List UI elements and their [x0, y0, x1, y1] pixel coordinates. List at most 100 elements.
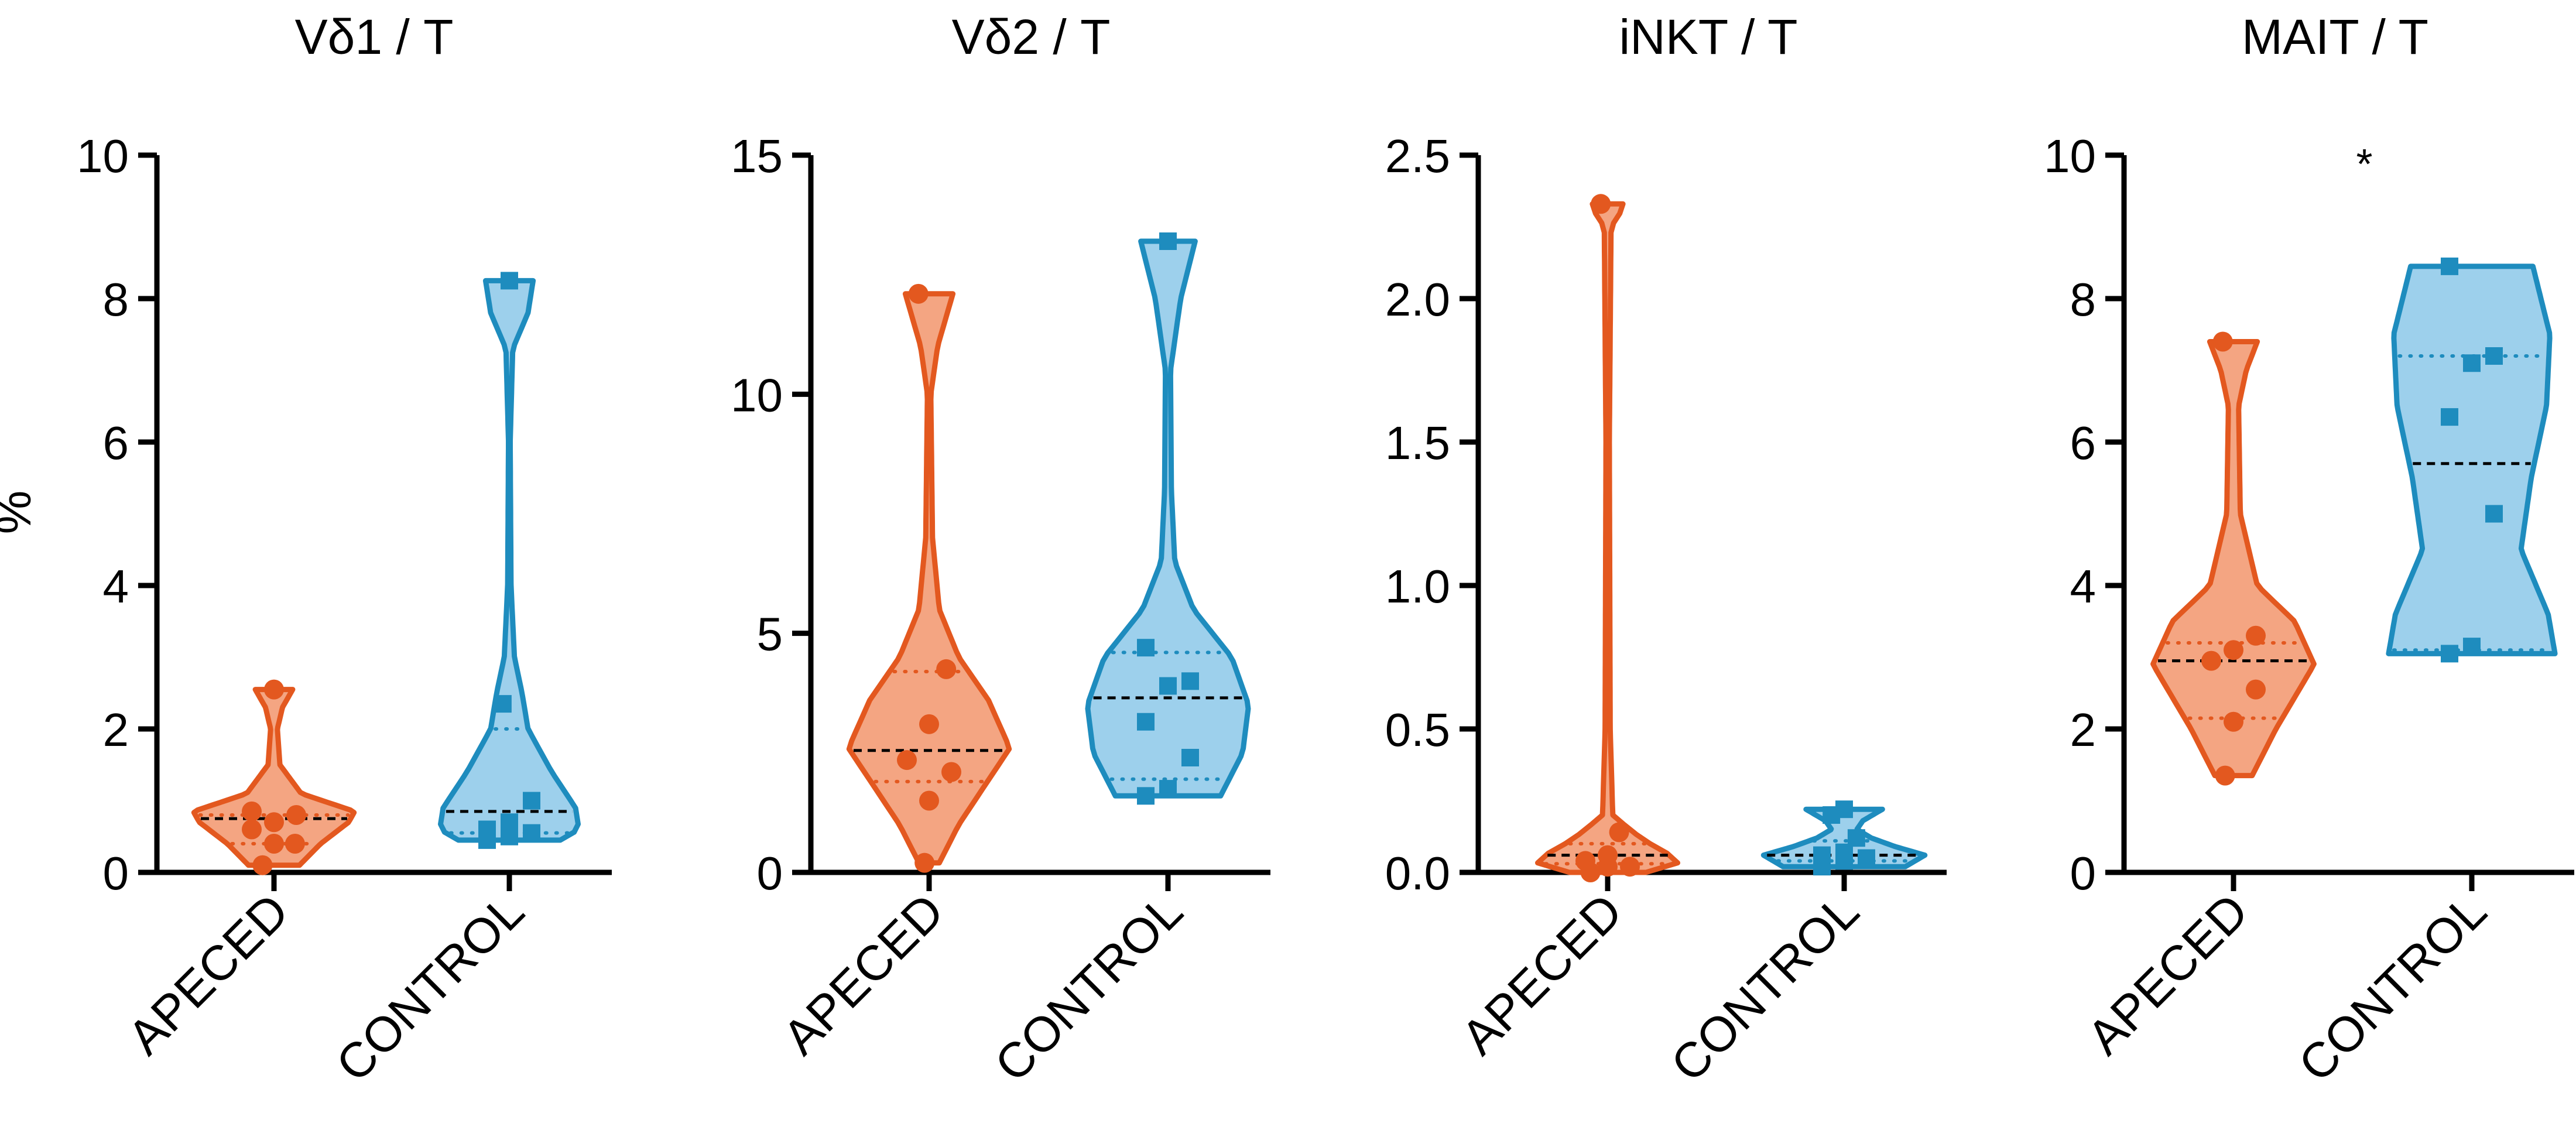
- data-point: [941, 762, 961, 782]
- violin-apeced: [2150, 331, 2317, 786]
- y-tick-label: 0: [757, 847, 783, 899]
- data-point: [2485, 347, 2503, 365]
- data-point: [897, 750, 917, 771]
- chart-panel-1: Vδ1 / T 0 2 4 6 8 10 APECED CONTROL: [77, 9, 612, 1092]
- data-point: [286, 805, 306, 825]
- y-tick-label: 5: [757, 608, 783, 660]
- y-tick-label: 2.0: [1385, 273, 1450, 326]
- x-tick-label: APECED: [2077, 883, 2259, 1065]
- data-point: [1137, 713, 1155, 731]
- data-point: [1137, 639, 1155, 657]
- violin-shape: [1760, 806, 1928, 869]
- x-tick-label: CONTROL: [326, 883, 535, 1092]
- data-point: [919, 790, 939, 811]
- data-point: [1835, 800, 1853, 819]
- data-point: [936, 659, 957, 679]
- panel-title: Vδ1 / T: [295, 9, 454, 64]
- data-point: [1813, 846, 1831, 864]
- data-point: [1858, 849, 1875, 867]
- data-point: [242, 819, 262, 840]
- violin-control: [438, 272, 581, 849]
- x-tick-label: CONTROL: [2288, 883, 2497, 1092]
- y-tick-label: 2: [2070, 704, 2097, 756]
- data-point: [1159, 780, 1177, 798]
- data-point: [1181, 672, 1199, 690]
- y-tick-label: 0: [2070, 847, 2097, 899]
- data-point: [2463, 354, 2481, 372]
- y-tick-label: 4: [103, 560, 129, 612]
- data-point: [1620, 857, 1640, 877]
- data-point: [523, 792, 540, 810]
- data-point: [494, 695, 512, 713]
- data-point: [501, 272, 518, 290]
- data-point: [285, 834, 305, 854]
- y-tick-label: 8: [103, 273, 129, 326]
- violin-shape: [846, 291, 1012, 866]
- chart-panel-3: iNKT / T 0.0 0.5 1.0 1.5 2.0 2.5 APECED CONTROL: [1385, 9, 1947, 1092]
- data-point: [1137, 787, 1155, 805]
- data-point: [2246, 625, 2266, 646]
- data-point: [2441, 645, 2458, 663]
- violin-control: [2386, 257, 2558, 663]
- y-tick-label: 0.0: [1385, 847, 1450, 899]
- violin-apeced: [191, 679, 357, 875]
- y-tick-label: 1.0: [1385, 560, 1450, 612]
- panel-title: Vδ2 / T: [952, 9, 1111, 64]
- significance-marker: *: [2356, 141, 2372, 188]
- data-point: [1159, 677, 1177, 695]
- data-point: [252, 855, 273, 875]
- data-point: [1598, 845, 1618, 865]
- y-tick-label: 8: [2070, 273, 2097, 326]
- data-point: [1847, 829, 1865, 847]
- violin-control: [1760, 800, 1928, 876]
- violin-apeced: [846, 283, 1012, 873]
- violin-control: [1085, 232, 1251, 805]
- x-tick-label: APECED: [772, 883, 954, 1065]
- panel-title: iNKT / T: [1619, 9, 1798, 64]
- data-point: [919, 714, 939, 734]
- data-point: [914, 852, 935, 873]
- y-tick-label: 10: [2044, 130, 2096, 182]
- violin-apeced: [1535, 194, 1680, 882]
- y-axis-unit-label: %: [0, 491, 41, 535]
- data-point: [908, 283, 929, 304]
- y-tick-label: 15: [731, 130, 783, 182]
- x-tick-label: CONTROL: [1660, 883, 1869, 1092]
- x-tick-label: CONTROL: [984, 883, 1193, 1092]
- data-point: [1591, 194, 1611, 214]
- y-tick-label: 0.5: [1385, 704, 1450, 756]
- y-tick-label: 2.5: [1385, 130, 1450, 182]
- panel-title: MAIT / T: [2242, 9, 2428, 64]
- y-tick-label: 1.5: [1385, 417, 1450, 469]
- data-point: [1159, 232, 1177, 250]
- violin-shape: [438, 278, 581, 843]
- x-tick-label: APECED: [1451, 883, 1633, 1065]
- y-tick-label: 6: [2070, 417, 2097, 469]
- data-point: [501, 813, 518, 831]
- data-point: [2224, 711, 2243, 732]
- y-tick-label: 10: [731, 369, 783, 421]
- data-point: [264, 812, 284, 833]
- violin-shape: [2150, 339, 2317, 779]
- data-point: [2485, 505, 2503, 523]
- data-point: [1609, 822, 1629, 843]
- x-tick-label: APECED: [117, 883, 299, 1065]
- data-point: [1181, 749, 1199, 766]
- violin-shape: [2386, 263, 2558, 656]
- data-point: [478, 820, 496, 838]
- data-point: [2246, 679, 2266, 700]
- y-tick-label: 10: [77, 130, 129, 182]
- data-point: [2441, 257, 2458, 275]
- violin-shape: [191, 687, 357, 868]
- data-point: [2463, 638, 2481, 656]
- data-point: [264, 834, 284, 854]
- chart-panel-4: MAIT / T 0 2 4 6 8 10 APECED CONTROL *: [2044, 9, 2574, 1092]
- data-point: [242, 801, 262, 821]
- data-point: [2201, 650, 2221, 671]
- y-tick-label: 2: [103, 704, 129, 756]
- data-point: [2215, 765, 2235, 786]
- data-point: [1575, 851, 1595, 871]
- y-tick-label: 6: [103, 417, 129, 469]
